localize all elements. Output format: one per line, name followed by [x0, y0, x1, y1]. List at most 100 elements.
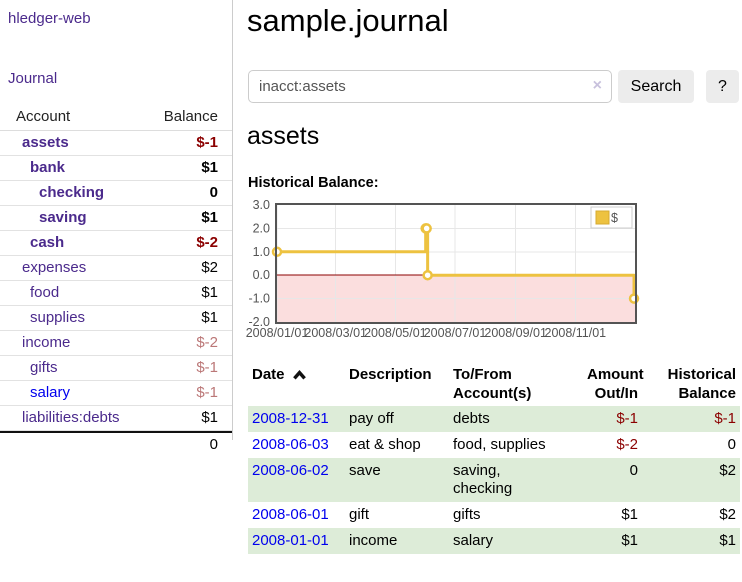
accounts-total-value: 0 — [209, 436, 218, 453]
sidebar-item-journal[interactable]: Journal — [8, 70, 58, 87]
accounts-header-balance: Balance — [163, 108, 218, 125]
register-date-cell: 2008-06-02 — [248, 458, 345, 502]
sort-ascending-icon — [292, 370, 306, 380]
register-date-link[interactable]: 2008-01-01 — [252, 532, 329, 549]
account-balance: $2 — [201, 259, 218, 276]
register-date-cell: 2008-06-01 — [248, 502, 345, 528]
register-table-body: 2008-12-31 pay off debts $-1 $-1 2008-06-03 ea… — [248, 406, 740, 554]
chart-title: Historical Balance: — [248, 175, 379, 191]
sidebar-account-salary[interactable]: salary — [30, 384, 71, 401]
account-balance: $-1 — [196, 134, 218, 151]
register-date-link[interactable]: 2008-12-31 — [252, 410, 329, 427]
register-amount-cell: $1 — [621, 506, 638, 523]
register-date-link[interactable]: 2008-06-03 — [252, 436, 329, 453]
account-row: assets $-1 — [0, 131, 232, 156]
search-button[interactable]: Search — [618, 70, 694, 103]
svg-text:2008/11/01: 2008/11/01 — [545, 326, 607, 340]
sidebar-account-bank[interactable]: bank — [30, 159, 66, 176]
balance-chart: $3.0 2.0 1.0 0.0 -1.0 -2.02008/01/012008/03/0… — [246, 198, 640, 340]
account-list: assets $-1 bank $1 checking 0 saving $1 cash $-2 e… — [0, 131, 232, 431]
register-date-cell: 2008-06-03 — [248, 432, 345, 458]
account-row: expenses $2 — [0, 256, 232, 281]
help-button[interactable]: ? — [706, 70, 739, 103]
sidebar-account-food[interactable]: food — [30, 284, 60, 301]
sidebar-account-expenses[interactable]: expenses — [22, 259, 87, 276]
svg-text:2008/03/01: 2008/03/01 — [304, 326, 367, 340]
table-row: 2008-06-01 gift gifts $1 $2 — [248, 502, 740, 528]
register-accounts-cell: salary — [453, 532, 494, 549]
register-amount-cell: 0 — [629, 462, 638, 479]
register-description-cell: eat & shop — [349, 436, 421, 453]
register-balance-cell: 0 — [727, 436, 736, 453]
register-balance-cell: $1 — [719, 532, 736, 549]
account-row: salary $-1 — [0, 381, 232, 406]
clear-search-icon[interactable]: × — [592, 77, 602, 94]
sidebar-account-liabilities-debts[interactable]: liabilities:debts — [22, 409, 120, 426]
svg-text:3.0: 3.0 — [253, 198, 270, 212]
column-header-date-label: Date — [252, 366, 285, 383]
accounts-table: Account Balance assets $-1 bank $1 checking 0… — [0, 104, 232, 457]
svg-text:-2.0: -2.0 — [248, 315, 270, 329]
sidebar-account-gifts[interactable]: gifts — [30, 359, 58, 376]
register-description-cell: pay off — [349, 410, 394, 427]
sidebar-account-saving[interactable]: saving — [39, 209, 87, 226]
account-row: gifts $-1 — [0, 356, 232, 381]
register-accounts-cell: debts — [453, 410, 490, 427]
register-date-link[interactable]: 2008-06-01 — [252, 506, 329, 523]
account-heading: assets — [247, 122, 320, 150]
account-row: liabilities:debts $1 — [0, 406, 232, 431]
accounts-total-row: 0 — [0, 431, 232, 457]
search-form: × Search ? — [248, 70, 739, 103]
column-header-description: Description — [349, 366, 432, 383]
register-description-cell: save — [349, 462, 381, 479]
account-balance: $-2 — [196, 234, 218, 251]
svg-text:2008/01/01: 2008/01/01 — [246, 326, 309, 340]
svg-text:2008/09/01: 2008/09/01 — [484, 326, 547, 340]
account-row: food $1 — [0, 281, 232, 306]
sidebar: hledger-web Journal Account Balance asse… — [0, 0, 233, 453]
accounts-table-header: Account Balance — [0, 104, 232, 131]
register-accounts-cell: saving, checking — [453, 462, 513, 497]
sidebar-account-supplies[interactable]: supplies — [30, 309, 86, 326]
brand-link[interactable]: hledger-web — [8, 10, 91, 27]
account-row: supplies $1 — [0, 306, 232, 331]
svg-text:1.0: 1.0 — [253, 245, 270, 259]
account-balance: $1 — [201, 409, 218, 426]
account-row: cash $-2 — [0, 231, 232, 256]
register-description-cell: gift — [349, 506, 370, 523]
account-balance: $1 — [201, 159, 218, 176]
account-row: bank $1 — [0, 156, 232, 181]
register-amount-cell: $1 — [621, 532, 638, 549]
sidebar-account-income[interactable]: income — [22, 334, 71, 351]
table-row: 2008-01-01 income salary $1 $1 — [248, 528, 740, 554]
account-balance: $-2 — [196, 334, 218, 351]
register-date-link[interactable]: 2008-06-02 — [252, 462, 329, 479]
register-header-row: Date Description To/From Account(s) Amou… — [248, 362, 740, 406]
column-header-amount: Amount Out/In — [587, 366, 644, 402]
account-balance: $1 — [201, 284, 218, 301]
register-balance-cell: $2 — [719, 506, 736, 523]
register-amount-cell: $-2 — [616, 436, 638, 453]
account-row: checking 0 — [0, 181, 232, 206]
register-description-cell: income — [349, 532, 398, 549]
register-table: Date Description To/From Account(s) Amou… — [248, 362, 740, 554]
sidebar-account-cash[interactable]: cash — [30, 234, 65, 251]
page-title: sample.journal — [247, 3, 449, 38]
register-date-cell: 2008-12-31 — [248, 406, 345, 432]
table-row: 2008-06-02 save saving, checking 0 $2 — [248, 458, 740, 502]
register-amount-cell: $-1 — [616, 410, 638, 427]
column-header-accounts: To/From Account(s) — [453, 366, 532, 402]
table-row: 2008-06-03 eat & shop food, supplies $-2 0 — [248, 432, 740, 458]
register-date-cell: 2008-01-01 — [248, 528, 345, 554]
sidebar-account-checking[interactable]: checking — [39, 184, 105, 201]
account-balance: 0 — [209, 184, 218, 201]
register-accounts-cell: gifts — [453, 506, 481, 523]
search-input[interactable] — [248, 70, 612, 103]
svg-text:2008/05/01: 2008/05/01 — [364, 326, 427, 340]
accounts-header-account: Account — [16, 108, 71, 125]
account-balance: $1 — [201, 209, 218, 226]
sidebar-account-assets[interactable]: assets — [22, 134, 69, 151]
account-balance: $1 — [201, 309, 218, 326]
search-field-wrap: × — [248, 70, 612, 103]
